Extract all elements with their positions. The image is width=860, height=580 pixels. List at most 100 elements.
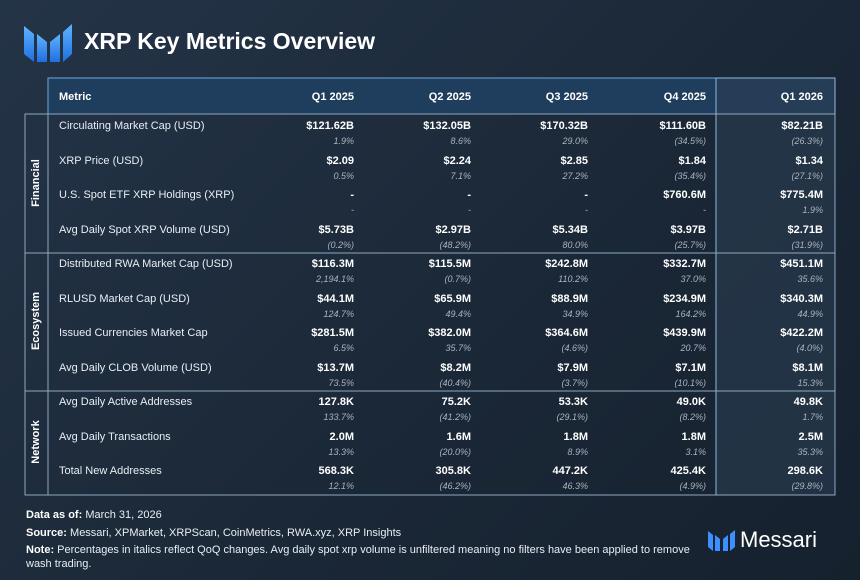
cell-value: $439.9M (663, 327, 706, 339)
cell-change: 8.9% (567, 446, 588, 457)
cell-change: (20.0%) (439, 446, 471, 457)
cell-value: $340.3M (780, 292, 823, 305)
text: Messari, XPMarket, XRPScan, CoinMetrics,… (70, 527, 402, 539)
cell-change: (48.2%) (439, 239, 471, 250)
cell-value: $65.9M (434, 292, 471, 305)
cell-change: 34.9% (562, 308, 588, 319)
cell-change: 49.4% (445, 308, 471, 319)
table-frame (24, 77, 836, 496)
cell-value: $82.21B (781, 120, 823, 132)
cell-change: 44.9% (797, 308, 823, 319)
cell-change: 20.7% (680, 343, 706, 353)
text: March 31, 2026 (85, 509, 162, 521)
footer-note: Note: Percentages in italics reflect QoQ… (26, 543, 706, 571)
cell-value: $234.9M (663, 292, 706, 305)
group-label: Ecosystem (30, 291, 42, 351)
cell-value: $382.0M (428, 327, 471, 339)
metric-name: Circulating Market Cap (USD) (59, 120, 205, 132)
metric-name: Avg Daily Active Addresses (59, 396, 193, 408)
footer-source: Source: Messari, XPMarket, XRPScan, Coin… (26, 526, 706, 540)
cell-change: (29.8%) (791, 481, 823, 491)
cell-change: 1.9% (802, 205, 823, 215)
cell-value: 2.0M (329, 430, 354, 443)
brand: Messari (740, 527, 818, 552)
cell-change: (8.2%) (679, 412, 706, 422)
cell-change: 6.5% (333, 343, 354, 353)
cell-value: $111.60B (659, 120, 707, 132)
metric-name: Avg Daily CLOB Volume (USD) (59, 361, 212, 374)
metric-name: Avg Daily Transactions (59, 430, 171, 443)
cell-value: 1.6M (446, 430, 471, 443)
cell-change: 29.0% (562, 136, 588, 146)
cell-change: 3.1% (685, 446, 706, 457)
cell-value: 53.3K (558, 396, 588, 408)
cell-change: - (351, 205, 354, 215)
metric-name: XRP Price (USD) (59, 154, 144, 167)
cell-value: $8.1M (792, 361, 823, 374)
metric-name: Total New Addresses (59, 465, 162, 477)
label: Source: (26, 527, 67, 539)
cell-value: 305.8K (435, 465, 471, 477)
cell-change: (0.2%) (327, 239, 354, 250)
metric-name: Issued Currencies Market Cap (59, 327, 208, 339)
metric-name: Distributed RWA Market Cap (USD) (59, 258, 233, 270)
cell-value: $364.6M (545, 327, 588, 339)
cell-change: (4.6%) (561, 343, 588, 353)
cell-change: 13.3% (328, 446, 354, 457)
logo-icon (24, 24, 72, 62)
cell-value: $242.8M (545, 258, 588, 270)
cell-change: 8.6% (450, 136, 471, 146)
text: Percentages in italics reflect QoQ chang… (26, 544, 690, 570)
cell-value: $451.1M (780, 258, 823, 270)
cell-change: (25.7%) (674, 239, 706, 250)
cell-value: 298.6K (787, 465, 823, 477)
cell-change: (27.1%) (791, 170, 823, 181)
cell-value: $281.5M (311, 327, 354, 339)
cell-value: $5.34B (552, 223, 588, 236)
cell-change: (35.4%) (674, 170, 706, 181)
cell-value: $88.9M (551, 292, 588, 305)
cell-value: $775.4M (780, 189, 823, 201)
cell-value: 49.8K (793, 396, 823, 408)
cell-value: $332.7M (663, 258, 706, 270)
cell-change: 0.5% (333, 170, 354, 181)
cell-value: $2.71B (787, 223, 823, 236)
cell-value: $44.1M (317, 292, 354, 305)
cell-value: $3.97B (670, 223, 706, 236)
cell-value: $116.3M (311, 258, 354, 270)
cell-value: $2.24 (443, 154, 471, 167)
metric-name: RLUSD Market Cap (USD) (59, 292, 190, 305)
cell-change: 37.0% (680, 274, 706, 284)
cell-value: $121.62B (306, 120, 354, 132)
cell-change: (31.9%) (791, 239, 823, 250)
cell-value: $2.09 (326, 154, 354, 167)
label: Data as of: (26, 509, 83, 521)
cell-change: (4.0%) (796, 343, 823, 353)
brand-icon (708, 530, 735, 551)
cell-change: (46.2%) (439, 481, 471, 491)
cell-value: 425.4K (670, 465, 706, 477)
cell-change: 164.2% (675, 308, 706, 319)
cell-value: $5.73B (318, 223, 354, 236)
cell-change: (0.7%) (444, 274, 471, 284)
cell-value: 2.5M (798, 430, 823, 443)
cell-change: 12.1% (328, 481, 354, 491)
cell-value: - (584, 189, 588, 201)
footer-date: Data as of: March 31, 2026 (26, 508, 706, 522)
cell-value: $7.9M (557, 361, 588, 374)
cell-value: $13.7M (317, 361, 354, 374)
cell-value: $760.6M (663, 189, 706, 201)
cell-value: 1.8M (563, 430, 588, 443)
cell-value: $132.05B (423, 120, 471, 132)
cell-value: $7.1M (675, 361, 706, 374)
cell-change: 27.2% (562, 170, 588, 181)
metric-name: Avg Daily Spot XRP Volume (USD) (59, 223, 230, 236)
cell-change: 73.5% (328, 377, 354, 388)
cell-change: 80.0% (562, 239, 588, 250)
column-header: Metric (59, 91, 92, 103)
cell-change: (3.7%) (561, 377, 588, 388)
cell-value: $170.32B (540, 120, 588, 132)
cell-change: - (585, 205, 588, 215)
cell-value: $8.2M (440, 361, 471, 374)
cell-change: (34.5%) (674, 136, 706, 146)
